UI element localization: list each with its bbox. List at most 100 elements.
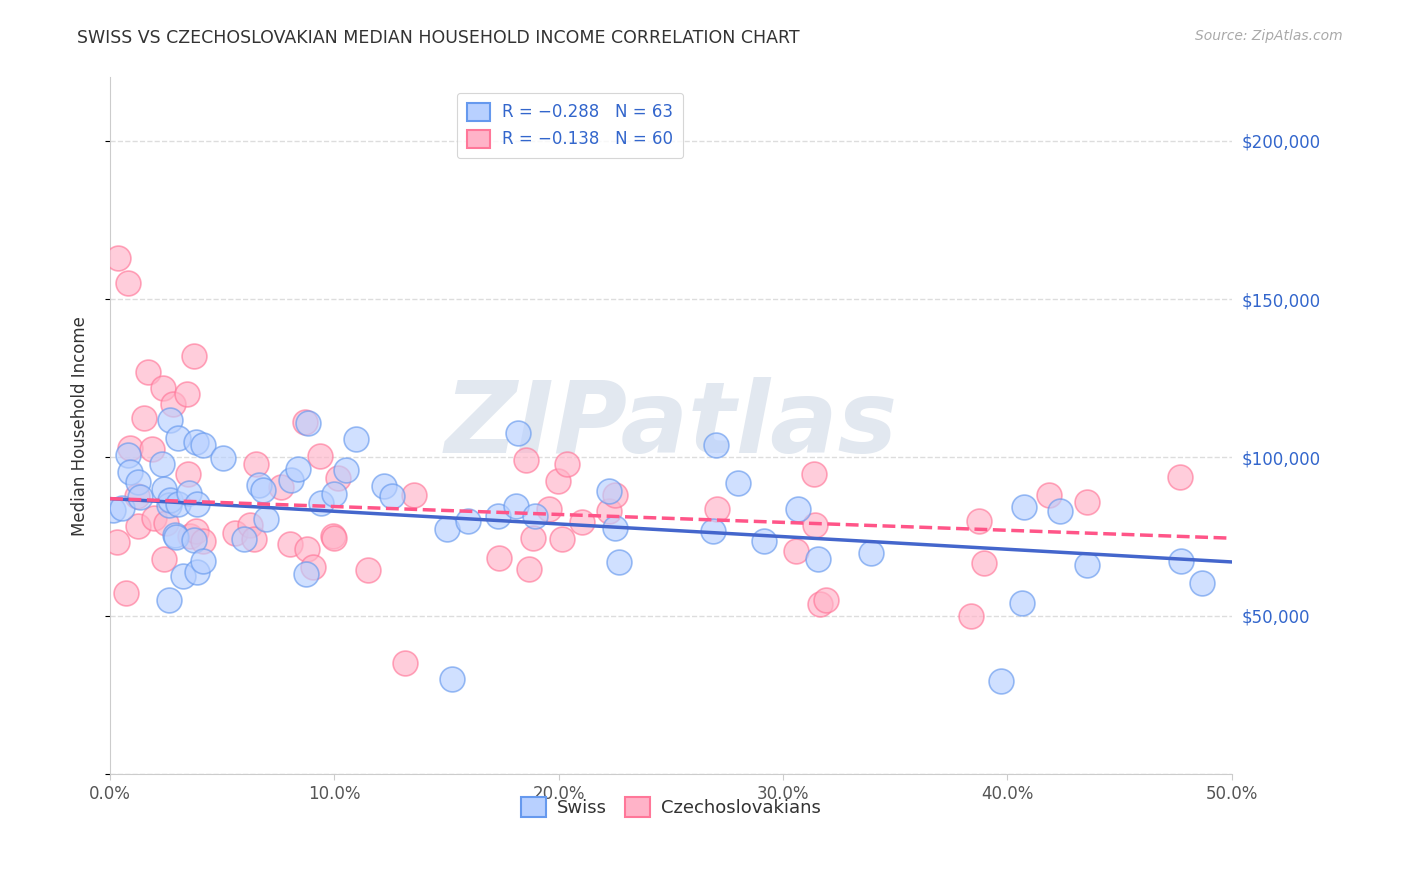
Point (381, 489, 404, 503)
Point (176, 387, 198, 401)
Point (522, 532, 544, 546)
Point (242, 533, 264, 547)
Point (704, 438, 727, 452)
Point (357, 563, 380, 577)
Point (311, 496, 333, 510)
Point (153, 482, 176, 496)
Point (1170, 554, 1192, 568)
Point (295, 567, 318, 582)
Legend: Swiss, Czechoslovakians: Swiss, Czechoslovakians (513, 790, 828, 824)
Point (150, 458, 173, 472)
Point (488, 550, 510, 565)
Point (969, 514, 991, 528)
Point (252, 483, 274, 497)
Point (537, 502, 560, 516)
Point (172, 569, 194, 583)
Point (270, 480, 292, 494)
Point (186, 566, 208, 580)
Point (245, 457, 267, 471)
Point (326, 471, 349, 485)
Point (1170, 470, 1192, 484)
Point (211, 450, 233, 465)
Point (127, 519, 149, 533)
Point (186, 434, 208, 449)
Point (157, 592, 180, 607)
Point (309, 449, 332, 463)
Text: ZIPatlas: ZIPatlas (444, 377, 897, 475)
Point (524, 509, 547, 524)
Point (294, 415, 316, 429)
Point (598, 504, 620, 518)
Point (815, 592, 838, 607)
Point (436, 522, 458, 536)
Point (1076, 558, 1098, 572)
Point (254, 512, 277, 526)
Point (186, 497, 208, 511)
Point (232, 532, 254, 546)
Point (278, 537, 301, 551)
Point (117, 277, 139, 291)
Point (287, 462, 309, 476)
Point (373, 478, 395, 492)
Point (155, 516, 177, 531)
Point (280, 473, 302, 487)
Point (165, 527, 187, 541)
Point (129, 491, 152, 505)
Point (959, 609, 981, 624)
Point (224, 526, 246, 541)
Point (1038, 488, 1060, 502)
Y-axis label: Median Household Income: Median Household Income (72, 316, 89, 536)
Point (603, 488, 626, 502)
Point (808, 597, 831, 611)
Point (165, 530, 187, 544)
Point (166, 496, 188, 510)
Point (301, 559, 323, 574)
Point (323, 531, 346, 545)
Point (111, 501, 134, 516)
Point (125, 490, 148, 504)
Point (515, 453, 537, 467)
Point (101, 502, 124, 516)
Point (1011, 596, 1033, 610)
Point (193, 554, 215, 568)
Point (1076, 495, 1098, 509)
Point (505, 500, 527, 514)
Point (295, 541, 318, 556)
Point (607, 555, 630, 569)
Point (1191, 575, 1213, 590)
Point (335, 463, 357, 477)
Point (183, 349, 205, 363)
Point (786, 502, 808, 516)
Point (166, 431, 188, 445)
Point (571, 515, 593, 529)
Point (239, 518, 262, 533)
Point (752, 533, 775, 548)
Point (605, 521, 627, 535)
Point (806, 551, 828, 566)
Point (322, 487, 344, 501)
Text: SWISS VS CZECHOSLOVAKIAN MEDIAN HOUSEHOLD INCOME CORRELATION CHART: SWISS VS CZECHOSLOVAKIAN MEDIAN HOUSEHOL… (77, 29, 800, 46)
Point (127, 475, 149, 489)
Point (107, 251, 129, 265)
Point (506, 425, 529, 440)
Point (706, 502, 728, 516)
Point (159, 493, 181, 508)
Point (162, 396, 184, 410)
Point (134, 411, 156, 425)
Point (159, 498, 181, 512)
Point (159, 413, 181, 427)
Point (136, 365, 159, 379)
Point (183, 533, 205, 548)
Point (344, 432, 367, 446)
Point (860, 546, 883, 560)
Point (547, 474, 569, 488)
Point (803, 467, 825, 481)
Point (117, 449, 139, 463)
Point (191, 437, 214, 451)
Point (247, 478, 270, 492)
Point (115, 586, 138, 600)
Point (702, 524, 724, 539)
Point (322, 529, 344, 543)
Point (179, 529, 201, 543)
Point (177, 467, 200, 482)
